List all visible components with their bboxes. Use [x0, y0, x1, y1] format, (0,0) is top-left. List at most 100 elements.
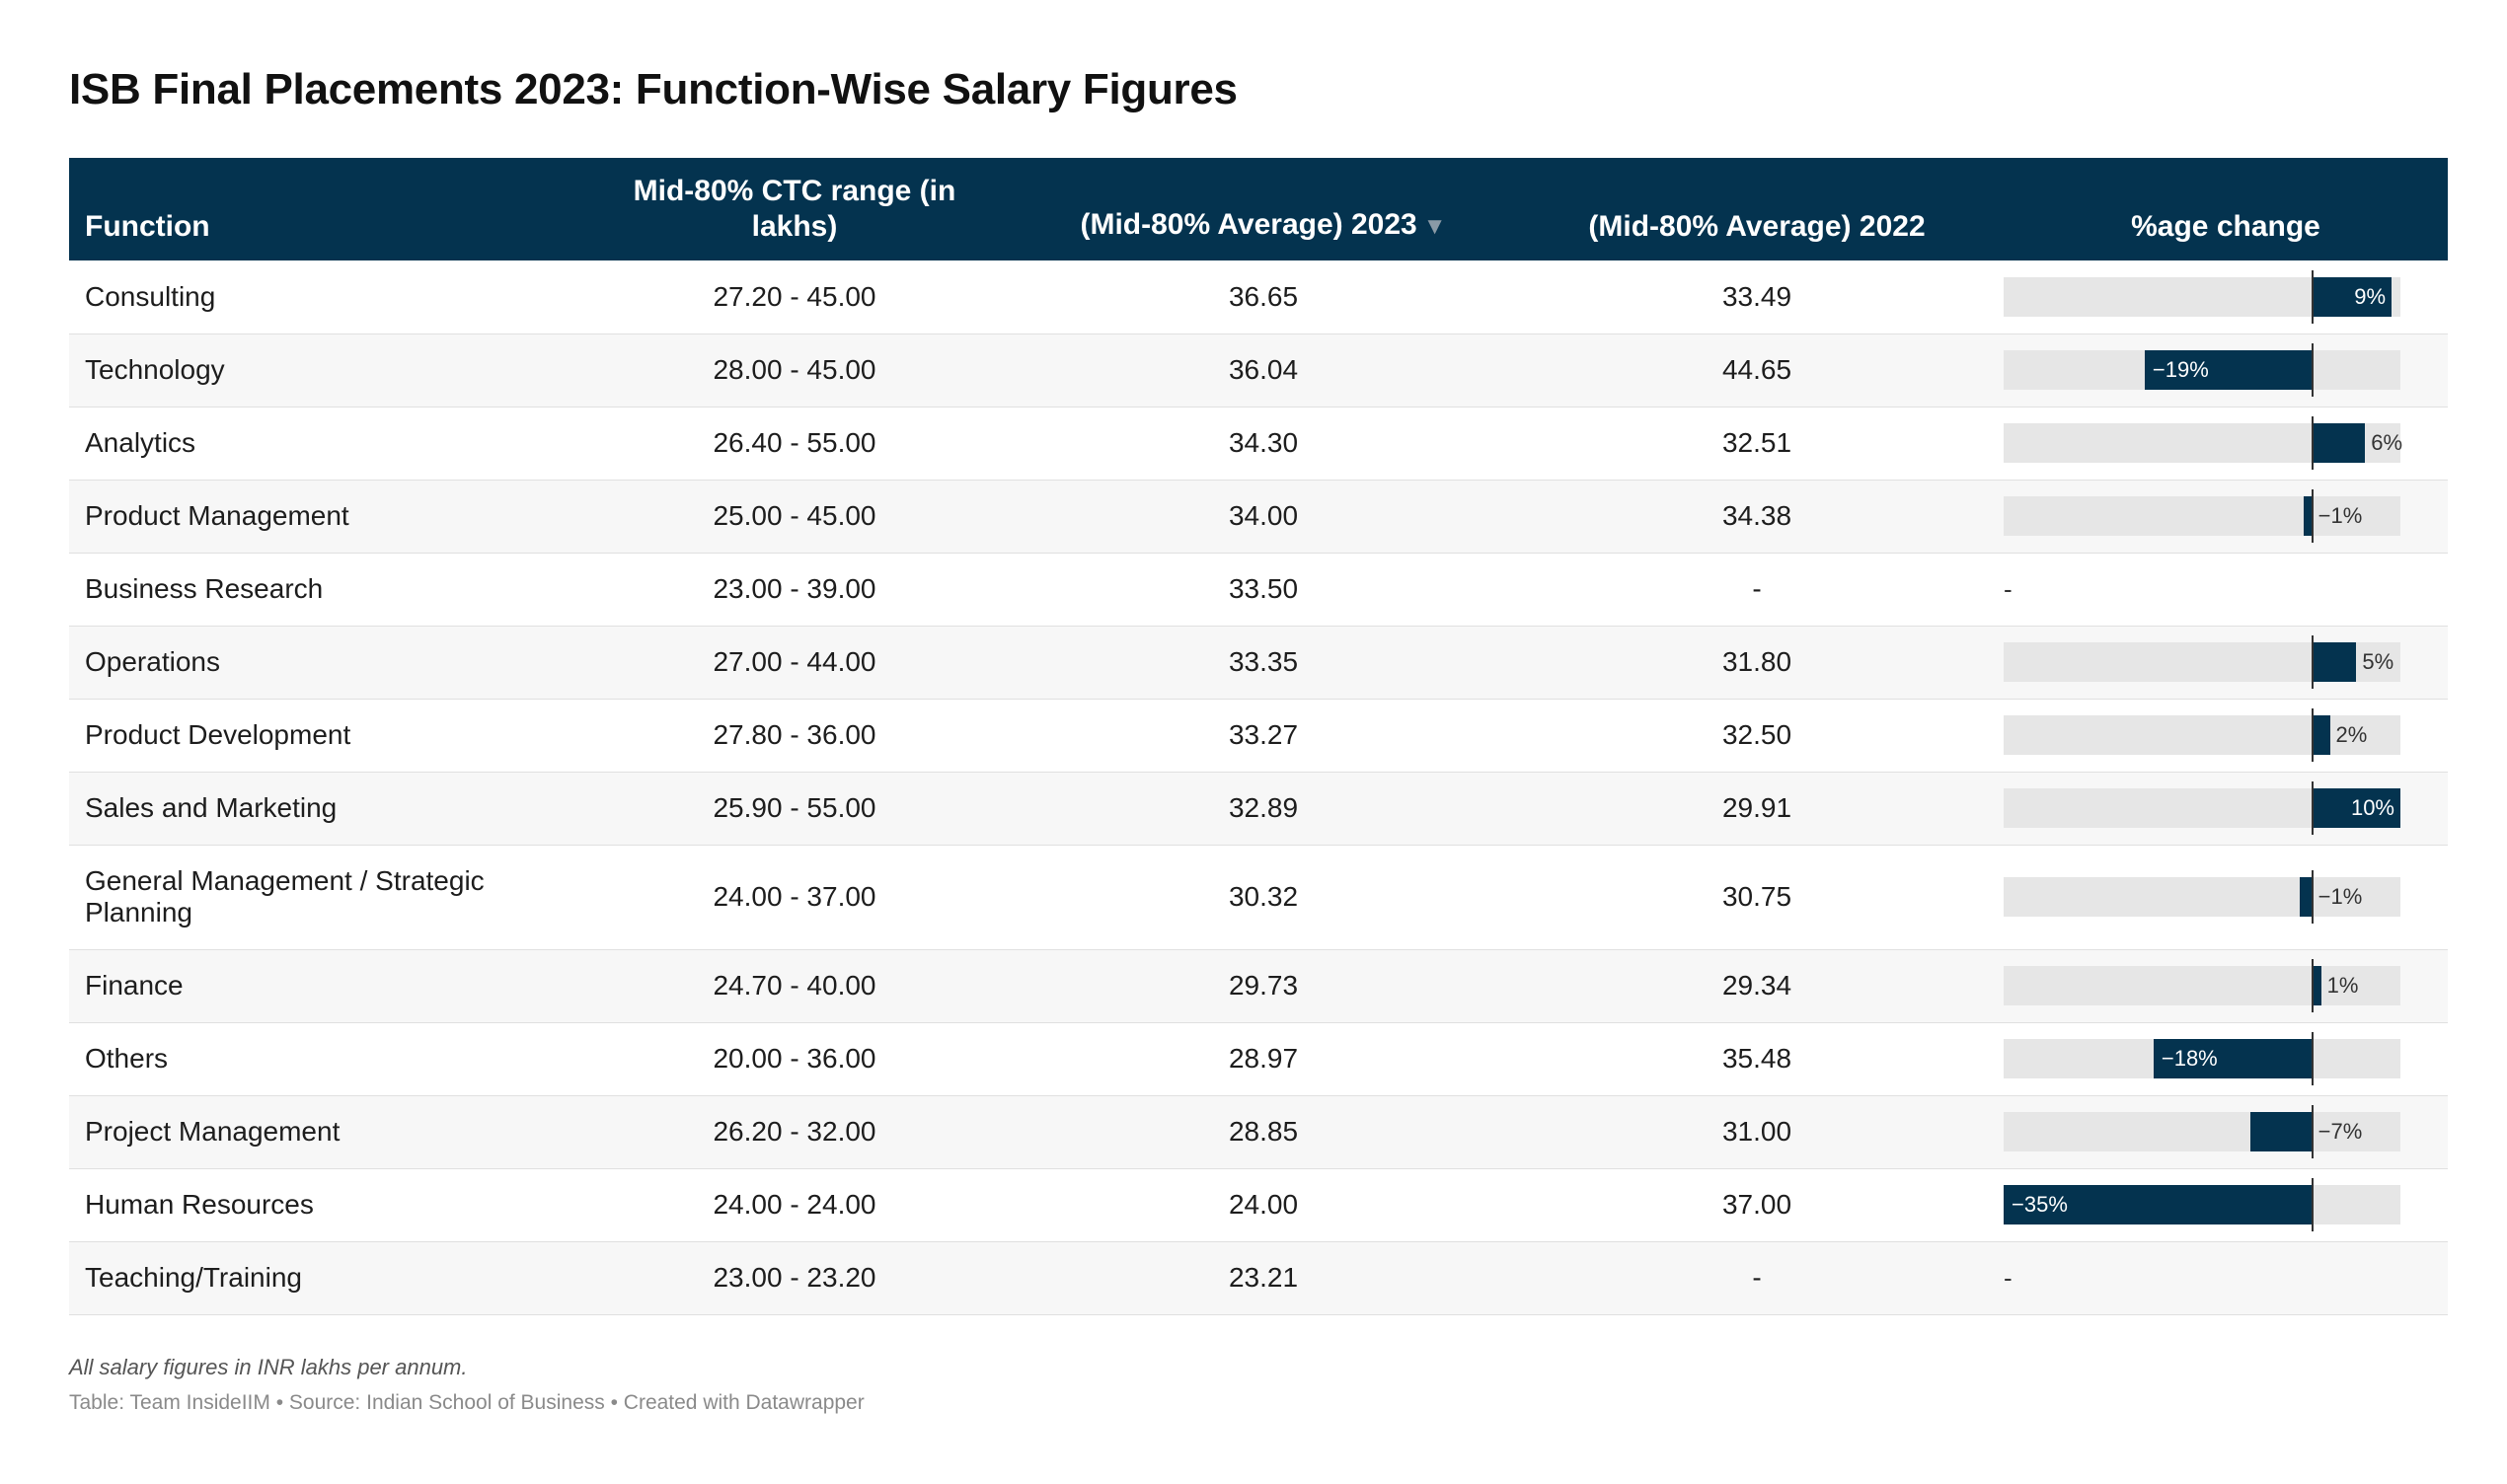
table-row: Sales and Marketing 25.90 - 55.00 32.89 29.…: [69, 772, 2448, 846]
cell-avg-2023: 28.85: [1017, 1095, 1510, 1169]
table-row: Business Research 23.00 - 39.00 33.50- -: [69, 553, 2448, 627]
table-row: Teaching/Training 23.00 - 23.20 23.21- -: [69, 1241, 2448, 1315]
table-row: Consulting 27.20 - 45.00 36.65 33.49 9%: [69, 260, 2448, 334]
bar-fill: [2144, 350, 2313, 390]
cell-pct-change: -: [2004, 1241, 2448, 1315]
table-row: Human Resources 24.00 - 24.00 24.00 37.00 −3…: [69, 1168, 2448, 1242]
column-header-pct-change[interactable]: %age change: [2131, 210, 2320, 243]
column-header-ctc-range[interactable]: Mid-80% CTC range (in lakhs): [633, 175, 956, 243]
bar-zero-line: [2311, 416, 2314, 470]
cell-function: Consulting: [69, 260, 572, 334]
cell-function: Business Research: [69, 553, 572, 627]
cell-ctc-range: 27.20 - 45.00: [572, 260, 1017, 334]
cell-function: Product Development: [69, 699, 572, 773]
bar-fill: [2153, 1039, 2313, 1078]
table-row: Technology 28.00 - 45.00 36.04 44.65 −19%: [69, 334, 2448, 408]
cell-avg-2023: 33.35: [1017, 626, 1510, 700]
bar-track: 5%: [2004, 635, 2400, 689]
bar-track: −1%: [2004, 489, 2400, 543]
bar-zero-line: [2311, 1178, 2314, 1231]
cell-avg-2023: 30.32: [1017, 845, 1510, 950]
table-row: Others 20.00 - 36.00 28.97 35.48 −18%: [69, 1022, 2448, 1096]
column-header-function[interactable]: Function: [85, 210, 210, 243]
bar-fill: [2300, 877, 2313, 917]
cell-avg-2022: 30.75: [1510, 845, 2004, 950]
bar-zero-line: [2311, 1105, 2314, 1158]
bar-fill: [2312, 276, 2393, 317]
cell-avg-2023: 34.00: [1017, 480, 1510, 554]
cell-function: Others: [69, 1022, 572, 1096]
bar-value-label: −7%: [2317, 1119, 2363, 1144]
table-row: Project Management 26.20 - 32.00 28.85 31.0…: [69, 1095, 2448, 1169]
bar-value-label: −19%: [2152, 357, 2209, 382]
cell-pct-change: -: [2004, 553, 2448, 627]
bar-value-label: 9%: [2354, 283, 2387, 309]
table-row: Finance 24.70 - 40.00 29.73 29.34 1%: [69, 949, 2448, 1023]
bar-fill: [2312, 715, 2330, 755]
bar-track: −18%: [2004, 1032, 2400, 1085]
bar-fill: [2312, 788, 2400, 828]
cell-avg-2022: -: [1510, 553, 2004, 627]
cell-ctc-range: 25.00 - 45.00: [572, 480, 1017, 554]
cell-pct-change: 2%: [2004, 699, 2448, 773]
bar-fill: [2303, 496, 2313, 536]
cell-avg-2023: 24.00: [1017, 1168, 1510, 1242]
cell-avg-2023: 34.30: [1017, 407, 1510, 481]
cell-ctc-range: 24.70 - 40.00: [572, 949, 1017, 1023]
cell-pct-change: −1%: [2004, 480, 2448, 554]
salary-table: Function Mid-80% CTC range (in lakhs) (M…: [69, 158, 2448, 1315]
column-header-avg-2023[interactable]: (Mid-80% Average) 2023 ▼: [1017, 158, 1510, 260]
bar-track: −1%: [2004, 870, 2400, 924]
bar-zero-line: [2311, 781, 2314, 835]
table-row: Operations 27.00 - 44.00 33.35 31.80 5%: [69, 626, 2448, 700]
cell-ctc-range: 27.00 - 44.00: [572, 626, 1017, 700]
cell-ctc-range: 24.00 - 37.00: [572, 845, 1017, 950]
bar-track: 2%: [2004, 708, 2400, 762]
cell-pct-change: −1%: [2004, 845, 2448, 950]
cell-function: Operations: [69, 626, 572, 700]
cell-pct-change: −19%: [2004, 334, 2448, 408]
bar-fill: [2312, 642, 2357, 682]
cell-pct-change: −35%: [2004, 1168, 2448, 1242]
bar-zero-line: [2311, 959, 2314, 1012]
cell-avg-2022: 34.38: [1510, 480, 2004, 554]
bar-zero-line: [2311, 708, 2314, 762]
table-row: Product Development 27.80 - 36.00 33.27 32.…: [69, 699, 2448, 773]
sort-descending-icon[interactable]: ▼: [1422, 213, 1447, 240]
bar-fill: [2250, 1112, 2313, 1151]
bar-track: −19%: [2004, 343, 2400, 397]
source-line: Table: Team InsideIIM • Source: Indian S…: [69, 1391, 865, 1414]
cell-ctc-range: 24.00 - 24.00: [572, 1168, 1017, 1242]
cell-avg-2022: -: [1510, 1241, 2004, 1315]
chart-title: ISB Final Placements 2023: Function-Wise…: [69, 65, 1238, 113]
column-header-avg-2022[interactable]: (Mid-80% Average) 2022: [1588, 210, 1926, 243]
cell-avg-2023: 32.89: [1017, 772, 1510, 846]
bar-track: −35%: [2004, 1178, 2400, 1231]
cell-avg-2022: 31.00: [1510, 1095, 2004, 1169]
bar-track: 1%: [2004, 959, 2400, 1012]
cell-avg-2022: 32.51: [1510, 407, 2004, 481]
cell-avg-2023: 36.65: [1017, 260, 1510, 334]
cell-avg-2022: 33.49: [1510, 260, 2004, 334]
cell-ctc-range: 20.00 - 36.00: [572, 1022, 1017, 1096]
cell-ctc-range: 23.00 - 23.20: [572, 1241, 1017, 1315]
cell-avg-2023: 29.73: [1017, 949, 1510, 1023]
bar-zero-line: [2311, 870, 2314, 924]
table-row: General Management / Strategic Planning 2…: [69, 845, 2448, 950]
bar-value-label: −1%: [2317, 503, 2363, 528]
footnote: All salary figures in INR lakhs per annu…: [69, 1355, 468, 1379]
cell-avg-2023: 28.97: [1017, 1022, 1510, 1096]
bar-track: 6%: [2004, 416, 2402, 470]
cell-avg-2022: 29.91: [1510, 772, 2004, 846]
cell-function: Teaching/Training: [69, 1241, 572, 1315]
cell-avg-2022: 35.48: [1510, 1022, 2004, 1096]
table-body: Consulting 27.20 - 45.00 36.65 33.49 9% Techn…: [69, 260, 2448, 1315]
cell-function: Project Management: [69, 1095, 572, 1169]
bar-value-label: 10%: [2350, 795, 2394, 820]
bar-track: −7%: [2004, 1105, 2400, 1158]
bar-fill: [2312, 423, 2366, 463]
column-header-avg-2023-label: (Mid-80% Average) 2023: [1080, 208, 1417, 241]
bar-zero-line: [2311, 269, 2314, 324]
table-row: Product Management 25.00 - 45.00 34.00 34.3…: [69, 480, 2448, 554]
table-row: Analytics 26.40 - 55.00 34.30 32.51 6%: [69, 407, 2448, 481]
